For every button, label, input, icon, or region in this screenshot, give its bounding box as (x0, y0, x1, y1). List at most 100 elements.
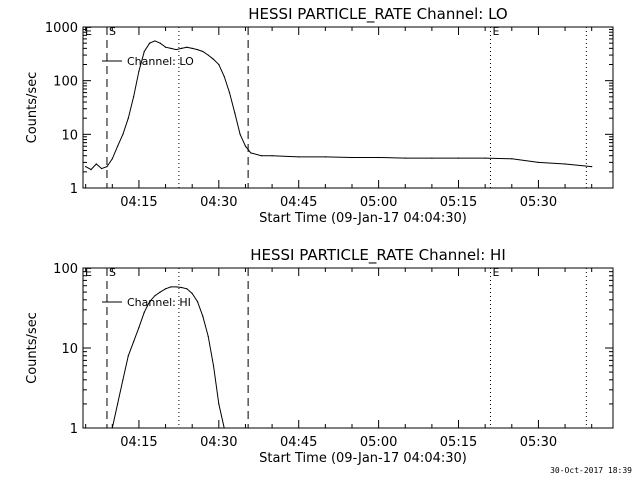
chart1-data-point (591, 166, 593, 168)
chart2-data-point (117, 403, 119, 405)
chart1-data-point (218, 63, 220, 66)
chart1-marker-label: S (109, 25, 116, 38)
chart2-data-point (148, 301, 151, 303)
chart1-data-point (250, 152, 252, 154)
chart1-data-point (228, 91, 231, 94)
chart1-data-point (111, 158, 113, 160)
chart1-marker-label: E (85, 25, 92, 38)
chart2-data-point (159, 291, 161, 293)
chart1-y-tick-label: 1 (70, 182, 78, 197)
chart1-data-point (404, 157, 406, 159)
chart1-data-point (127, 117, 129, 119)
chart1-y-tick-label: 100 (53, 75, 78, 90)
chart2-data-point (170, 286, 172, 288)
chart1-data-point (175, 48, 177, 51)
chart2-data-point (186, 288, 188, 290)
chart1-x-tick-label: 04:30 (200, 195, 237, 210)
chart1-data-point (378, 156, 380, 159)
chart2-y-tick-label: 1 (70, 422, 78, 437)
chart2-data-point (175, 286, 177, 288)
chart1-data-point (239, 133, 241, 135)
chart2-x-tick-label: 05:15 (440, 435, 477, 450)
chart1-data-point (207, 54, 209, 56)
chart2-data-point (122, 379, 124, 381)
chart1-x-tick-label: 04:45 (280, 195, 317, 210)
chart2-series-line (111, 286, 225, 429)
chart2-x-axis-label: Start Time (09-Jan-17 04:04:30) (259, 451, 467, 466)
chart2-y-tick-label: 100 (53, 262, 78, 277)
footer-timestamp: 30-Oct-2017 18:39 (550, 466, 632, 475)
chart1-y-axis-label: Counts/sec (25, 72, 40, 144)
chart2-data-point (164, 288, 167, 290)
chart2-x-tick-label: 05:30 (520, 435, 557, 450)
chart1-data-point (164, 46, 167, 48)
chart2-data-point (196, 301, 199, 303)
chart1-data-point (170, 47, 172, 49)
chart1-data-point (117, 145, 119, 147)
chart2-marker-label: E (85, 266, 92, 279)
chart1-data-point (234, 112, 236, 114)
chart1-data-point (244, 145, 247, 147)
chart1-data-point (148, 42, 151, 44)
chart1-data-point (138, 70, 140, 72)
chart1-x-tick-label: 05:30 (520, 195, 557, 210)
chart2-data-point (111, 427, 113, 429)
chart1-y-tick-label: 1000 (45, 21, 78, 36)
chart1-data-point (180, 47, 183, 49)
chart1-data-point (106, 166, 108, 168)
chart2-x-tick-label: 04:45 (280, 435, 317, 450)
chart2-plot-frame (82, 267, 614, 429)
chart1-x-tick-label: 04:15 (120, 195, 157, 210)
chart1-data-point (186, 46, 188, 48)
chart2-data-point (218, 403, 220, 405)
chart1-data-point (564, 163, 566, 165)
chart1-data-point (90, 169, 92, 171)
chart1-title: HESSI PARTICLE_RATE Channel: LO (248, 5, 507, 24)
chart1-x-axis-label: Start Time (09-Jan-17 04:04:30) (259, 211, 467, 226)
chart2-x-tick-label: 04:15 (120, 435, 157, 450)
chart1-data-point (191, 47, 193, 49)
chart2-marker-label: E (492, 266, 499, 279)
chart2-x-tick-label: 05:00 (360, 435, 397, 450)
chart1-x-tick-label: 05:00 (360, 195, 397, 210)
chart1-data-point (351, 156, 353, 159)
chart2-legend-label: Channel: HI (127, 296, 191, 309)
chart1-data-point (457, 157, 460, 159)
chart1-data-point (298, 156, 300, 158)
chart2-data-point (138, 326, 140, 329)
chart1-data-point (484, 157, 486, 159)
chart1-data-point (154, 40, 156, 42)
chart1-data-point (202, 50, 204, 53)
chart2-data-point (207, 335, 209, 337)
chart2-data-point (191, 292, 193, 295)
chart2-data-point (127, 355, 129, 357)
chart1-data-point (159, 42, 161, 44)
chart2-y-tick-label: 10 (61, 342, 78, 357)
chart1-y-tick-label: 10 (61, 128, 78, 143)
chart2-marker-label: S (109, 266, 116, 279)
chart1-data-point (431, 157, 433, 159)
chart2-data-point (212, 365, 215, 367)
chart2-data-point (133, 341, 135, 343)
chart2-data-point (202, 315, 204, 317)
chart1-data-point (101, 167, 103, 170)
chart1-data-point (143, 50, 145, 53)
chart2-data-point (143, 311, 145, 313)
chart1-legend-label: Channel: LO (127, 55, 194, 68)
chart1-data-point (537, 161, 540, 163)
chart1-data-point (324, 156, 326, 158)
chart1-data-point (271, 155, 273, 157)
chart2-data-point (154, 295, 156, 297)
chart2-x-tick-label: 04:30 (200, 435, 237, 450)
chart1-data-point (133, 96, 135, 98)
chart2-data-point (223, 427, 225, 429)
chart1-plot-frame (82, 26, 614, 189)
chart2-data-point (180, 286, 183, 289)
chart1-data-point (260, 155, 263, 157)
chart1-data-point (223, 75, 225, 78)
chart1-data-point (212, 58, 215, 60)
chart1-marker-label: E (492, 25, 499, 38)
chart1-x-tick-label: 05:15 (440, 195, 477, 210)
